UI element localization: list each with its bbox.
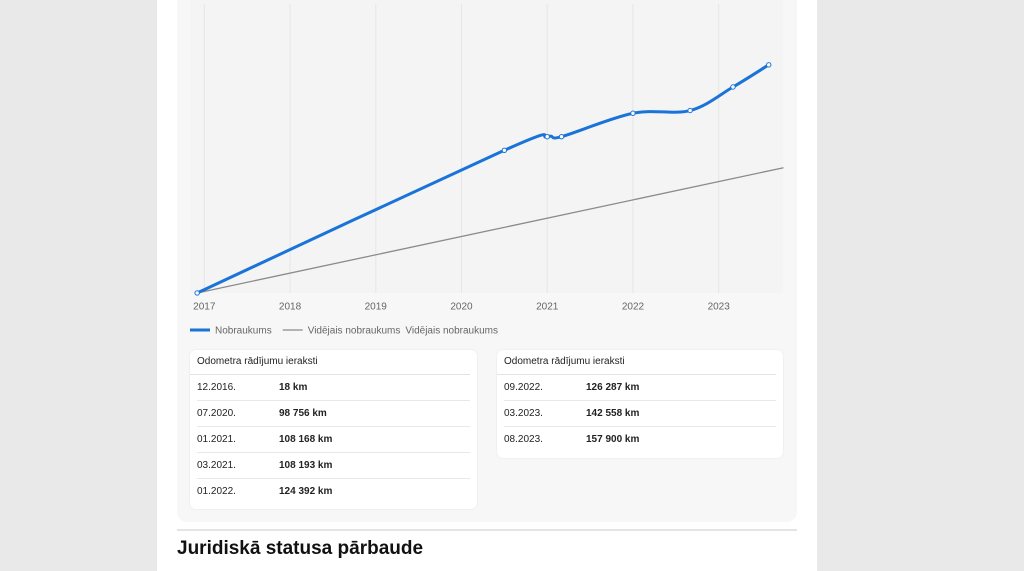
record-mileage: 18 km: [279, 382, 308, 393]
table-title: Odometra rādījumu ieraksti: [190, 350, 470, 375]
record-date: 12.2016.: [197, 382, 236, 393]
separator: [177, 529, 797, 531]
record-mileage: 126 287 km: [586, 382, 640, 393]
table-row: 03.2023. 142 558 km: [504, 401, 776, 427]
record-mileage: 124 392 km: [279, 486, 333, 497]
record-date: 08.2023.: [504, 434, 543, 445]
table-row: 08.2023. 157 900 km: [504, 427, 776, 452]
chart: 2017 2018 2019 2020 2021 2022 2023 Nobraukums Vi…: [190, 0, 784, 337]
record-mileage: 157 900 km: [586, 434, 640, 445]
legend-label: Vidējais nobraukums: [405, 326, 498, 337]
odometer-table: Odometra rādījumu ieraksti 12.2016. 18 km 0…: [190, 350, 477, 509]
record-mileage: 142 558 km: [586, 408, 640, 419]
record-date: 07.2020.: [197, 408, 236, 419]
record-date: 03.2023.: [504, 408, 543, 419]
x-tick-label: 2021: [536, 302, 559, 313]
table-title: Odometra rādījumu ieraksti: [497, 350, 776, 375]
table-row: 01.2021. 108 168 km: [197, 427, 470, 453]
data-point: [194, 290, 200, 296]
x-tick-label: 2017: [193, 302, 216, 313]
data-point: [501, 147, 508, 153]
data-point: [630, 110, 636, 116]
x-tick-label: 2020: [450, 302, 473, 313]
x-tick-label: 2019: [365, 302, 388, 313]
record-date: 01.2022.: [197, 486, 236, 497]
section-title: Juridiskā statusa pārbaude: [177, 538, 424, 559]
table-row: 07.2020. 98 756 km: [197, 401, 470, 427]
x-tick-label: 2023: [708, 302, 731, 313]
record-mileage: 98 756 km: [279, 408, 327, 419]
table-row: 09.2022. 126 287 km: [504, 375, 776, 401]
data-point: [766, 62, 772, 68]
x-tick-label: 2022: [622, 302, 645, 313]
data-point: [687, 107, 693, 114]
legend-label: Vidējais nobraukums: [308, 326, 401, 337]
record-date: 09.2022.: [504, 382, 543, 393]
table-row: 03.2021. 108 193 km: [197, 453, 470, 479]
plot-area: [190, 0, 783, 293]
legend-label: Nobraukums: [215, 326, 272, 337]
odometer-table: Odometra rādījumu ieraksti 09.2022. 126 28…: [497, 350, 783, 458]
record-mileage: 108 193 km: [279, 460, 333, 471]
series-line: [196, 167, 784, 294]
data-point: [730, 84, 736, 90]
table-row: 01.2022. 124 392 km: [197, 479, 470, 504]
data-point: [558, 133, 565, 140]
record-date: 03.2021.: [197, 460, 236, 471]
record-date: 01.2021.: [197, 434, 236, 445]
table-row: 12.2016. 18 km: [197, 375, 470, 401]
data-point: [544, 133, 550, 140]
x-tick-label: 2018: [279, 302, 302, 313]
record-mileage: 108 168 km: [279, 434, 333, 445]
